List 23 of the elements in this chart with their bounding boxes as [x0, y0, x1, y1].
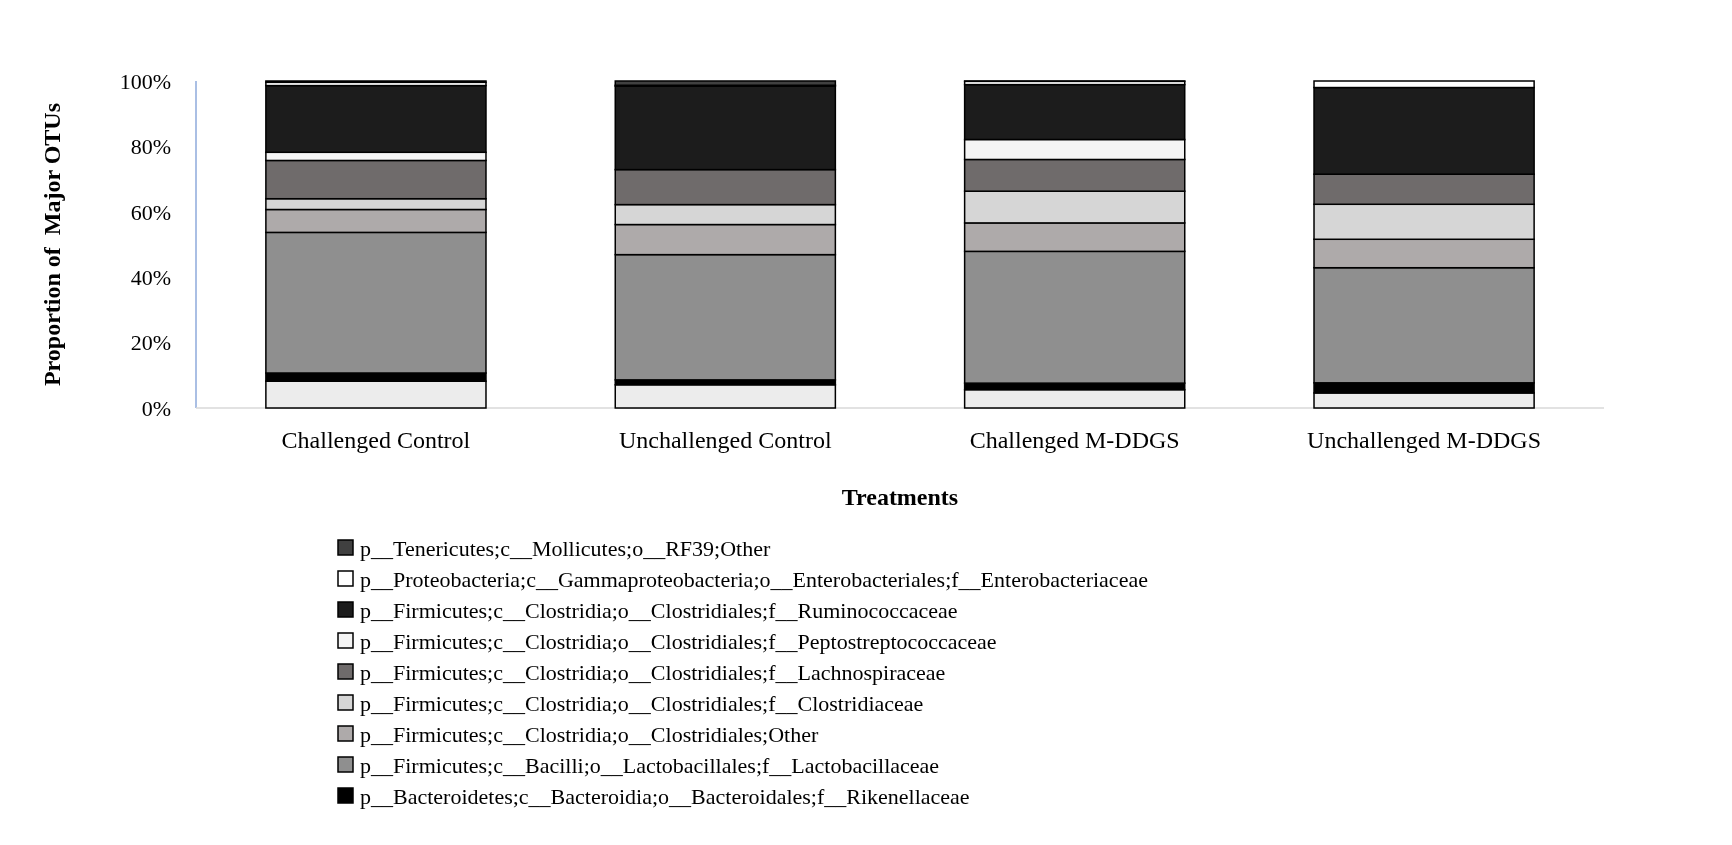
y-tick-label: 20% [130, 330, 171, 356]
x-tick-label: Unchallenged Control [619, 427, 832, 453]
legend-label: p__Tenericutes;c__Mollicutes;o__RF39;Other [360, 535, 771, 561]
legend-label: p__Firmicutes;c__Clostridia;o__Clostridiales;f__Lachnospiraceae [360, 659, 946, 685]
y-tick-label: 0% [141, 395, 171, 421]
x-tick-label: Challenged M-DDGS [969, 427, 1180, 453]
y-axis-title: Proportion of Major OTUs [39, 102, 65, 387]
legend-label: p__Firmicutes;c__Clostridia;o__Clostridiales;f__Clostridiaceae [360, 690, 924, 716]
x-tick-label: Challenged Control [281, 427, 471, 453]
x-axis-title: Treatments [841, 484, 959, 510]
legend-label: p__Firmicutes;c__Clostridia;o__Clostridiales;Other [360, 721, 819, 747]
legend-label: p__Firmicutes;c__Bacilli;o__Lactobacillales;f__Lactobacillaceae [360, 752, 940, 778]
legend-label: p__Bacteroidetes;c__Bacteroidia;o__Bacteroidales;f__Rikenellaceae [360, 783, 970, 809]
y-tick-label: 60% [130, 199, 171, 225]
bar [963, 388, 1186, 409]
legend-label: p__Proteobacteria;c__Gammaproteobacteria;o__Enterobacteriales;f__Enterobacteriaceae [360, 566, 1148, 592]
y-tick-label: 100% [119, 68, 171, 94]
y-tick-label: 80% [130, 134, 171, 160]
bar [614, 384, 837, 409]
legend-label: p__Firmicutes;c__Clostridia;o__Clostridiales;f__Ruminococcaceae [360, 597, 958, 623]
x-tick-label: Unchallenged M-DDGS [1307, 427, 1542, 453]
y-tick-label: 40% [130, 264, 171, 290]
legend-label: p__Firmicutes;c__Clostridia;o__Clostridiales;f__Peptostreptococcaceae [360, 628, 997, 654]
